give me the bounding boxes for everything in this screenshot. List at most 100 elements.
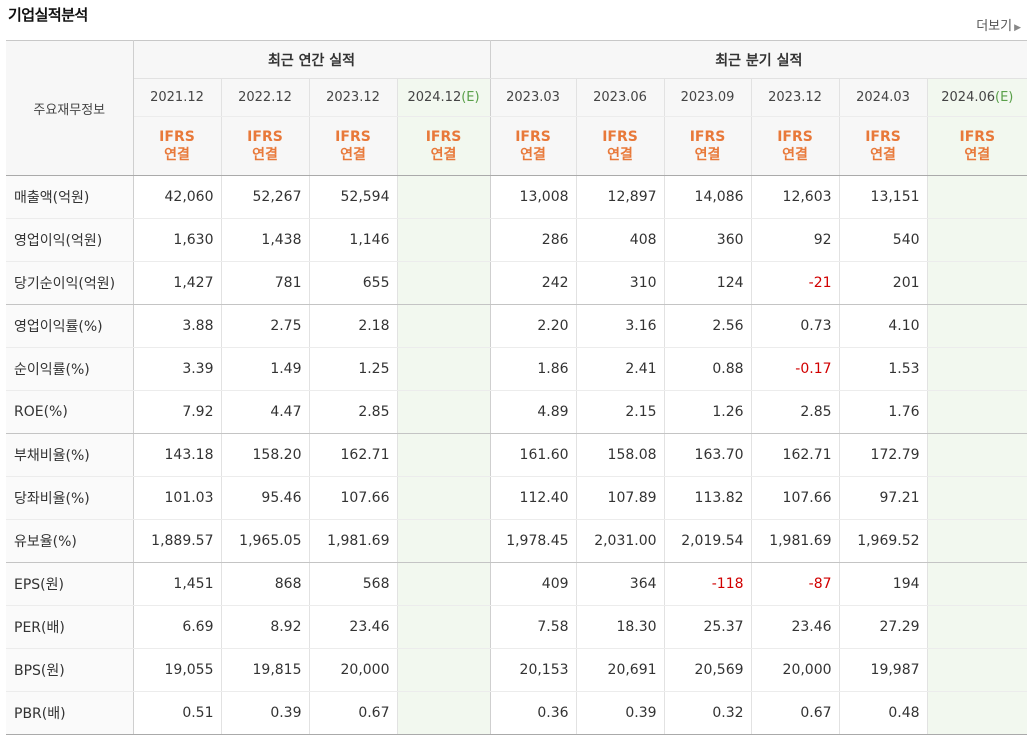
metric-value — [927, 476, 1027, 520]
metric-value: 4.89 — [490, 390, 577, 434]
consolidated-label: 연결 — [694, 147, 721, 163]
metric-value: 101.03 — [133, 476, 222, 520]
metric-value — [927, 519, 1027, 563]
ifrs-label: IFRS — [777, 129, 813, 145]
metric-value: 112.40 — [490, 476, 577, 520]
metric-value: 408 — [576, 218, 665, 262]
metric-value: 52,267 — [221, 175, 310, 219]
metric-value: 162.71 — [751, 433, 840, 477]
consolidated-label: 연결 — [964, 147, 991, 163]
metric-value: 1,969.52 — [839, 519, 928, 563]
metric-value: 3.39 — [133, 347, 222, 391]
metric-value — [397, 476, 491, 520]
metric-value — [397, 261, 491, 305]
metric-value: 201 — [839, 261, 928, 305]
metric-value: 13,008 — [490, 175, 577, 219]
annual-group-header: 최근 연간 실적 — [133, 40, 491, 79]
period-header: 2024.12(E) — [397, 78, 491, 117]
metric-value: 1,981.69 — [309, 519, 398, 563]
period-header: 2024.06(E) — [927, 78, 1027, 117]
metric-value: 4.10 — [839, 304, 928, 348]
metric-value: 14,086 — [664, 175, 752, 219]
metric-value — [397, 218, 491, 262]
metric-value: 0.67 — [751, 691, 840, 735]
ifrs-basis-header: IFRS 연결 — [576, 116, 665, 176]
metric-value: 52,594 — [309, 175, 398, 219]
metric-value: 42,060 — [133, 175, 222, 219]
metric-value — [397, 175, 491, 219]
ifrs-label: IFRS — [515, 129, 551, 145]
metric-value: 1,889.57 — [133, 519, 222, 563]
metric-value: 19,055 — [133, 648, 222, 692]
period-header: 2023.12 — [309, 78, 398, 117]
estimate-mark: (E) — [461, 90, 480, 105]
metric-value: -21 — [751, 261, 840, 305]
metric-value: 2.85 — [751, 390, 840, 434]
metric-value: 8.92 — [221, 605, 310, 649]
metric-value: 23.46 — [751, 605, 840, 649]
metric-value: 1.53 — [839, 347, 928, 391]
period-header: 2022.12 — [221, 78, 310, 117]
metric-value: 1,981.69 — [751, 519, 840, 563]
table-row: 유보율(%) 1,889.57 1,965.05 1,981.69 1,978.45 2,… — [6, 519, 1027, 563]
metric-label: 부채비율(%) — [6, 433, 134, 477]
metric-value: 27.29 — [839, 605, 928, 649]
metric-value: 868 — [221, 562, 310, 606]
metric-label: BPS(원) — [6, 648, 134, 692]
metric-label: 영업이익률(%) — [6, 304, 134, 348]
metric-value: 97.21 — [839, 476, 928, 520]
period-header: 2024.03 — [839, 78, 928, 117]
period-header: 2023.09 — [664, 78, 752, 117]
metric-value: 1,630 — [133, 218, 222, 262]
metric-value: 409 — [490, 562, 577, 606]
metric-value: 781 — [221, 261, 310, 305]
consolidated-label: 연결 — [520, 147, 546, 163]
metric-value: 7.58 — [490, 605, 577, 649]
metric-label: 순이익률(%) — [6, 347, 134, 391]
metric-value: 2.56 — [664, 304, 752, 348]
consolidated-label: 연결 — [870, 147, 896, 163]
period-label: 2022.12 — [238, 90, 292, 105]
ifrs-basis-header: IFRS 연결 — [309, 116, 398, 176]
metric-value: 12,897 — [576, 175, 665, 219]
metric-value: 242 — [490, 261, 577, 305]
more-link-label[interactable]: 더보기 — [976, 19, 1013, 34]
metric-value: 19,815 — [221, 648, 310, 692]
table-row: PBR(배) 0.51 0.39 0.67 0.36 0.39 0.32 0.67 0.48 — [6, 691, 1027, 735]
period-label: 2021.12 — [150, 90, 204, 105]
period-label: 2023.06 — [593, 90, 647, 105]
period-label: 2024.06 — [941, 90, 996, 105]
ifrs-label: IFRS — [959, 129, 996, 145]
metric-value — [397, 304, 491, 348]
period-label: 2024.12 — [407, 90, 462, 105]
metric-value: 2,019.54 — [664, 519, 752, 563]
metric-label: 유보율(%) — [6, 519, 134, 563]
ifrs-basis-header: IFRS 연결 — [751, 116, 840, 176]
metric-value: 20,691 — [576, 648, 665, 692]
metric-label: EPS(원) — [6, 562, 134, 606]
row-header-label: 주요재무정보 — [33, 102, 106, 118]
metric-value: 20,000 — [309, 648, 398, 692]
metric-value — [927, 562, 1027, 606]
period-header: 2021.12 — [133, 78, 222, 117]
metric-value: 2.41 — [576, 347, 665, 391]
metric-value: 107.66 — [751, 476, 840, 520]
metric-value: 364 — [576, 562, 665, 606]
ifrs-basis-header: IFRS 연결 — [133, 116, 222, 176]
metric-value: 19,987 — [839, 648, 928, 692]
metric-value: 0.67 — [309, 691, 398, 735]
metric-label: PER(배) — [6, 605, 134, 649]
metric-value — [397, 433, 491, 477]
metric-label: PBR(배) — [6, 691, 134, 735]
estimate-mark: (E) — [995, 90, 1014, 105]
period-label: 2023.03 — [506, 90, 560, 105]
ifrs-label: IFRS — [247, 129, 283, 145]
metric-value: 1,965.05 — [221, 519, 310, 563]
ifrs-basis-header: IFRS 연결 — [839, 116, 928, 176]
metric-value — [397, 390, 491, 434]
metric-value: 3.88 — [133, 304, 222, 348]
metric-value: 2.75 — [221, 304, 310, 348]
more-link[interactable]: 더보기 ▶ — [976, 15, 1021, 34]
period-header: 2023.06 — [576, 78, 665, 117]
metric-value: 162.71 — [309, 433, 398, 477]
